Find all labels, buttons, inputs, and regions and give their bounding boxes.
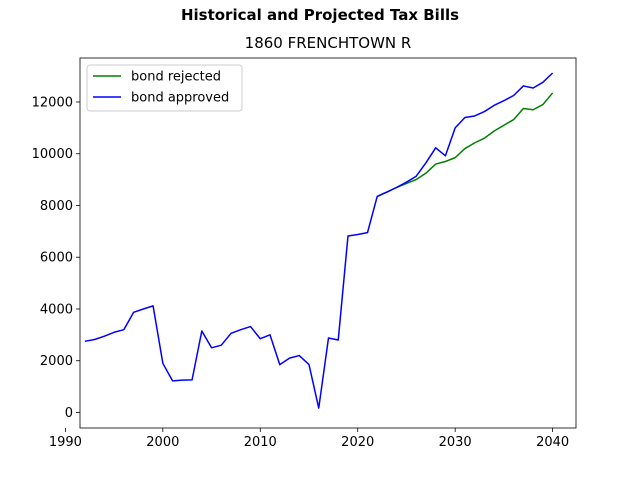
x-tick-label: 2040	[536, 435, 569, 450]
y-tick-label: 4000	[40, 302, 73, 317]
legend-box	[86, 64, 243, 112]
y-tick-label: 0	[65, 406, 73, 421]
x-axis: 1990 2000 2010 2020 2030 2040	[49, 428, 569, 450]
x-tick-label: 2030	[439, 435, 472, 450]
plot-frame	[79, 57, 577, 429]
chart-title: 1860 FRENCHTOWN R	[244, 34, 412, 52]
series-line-bond-approved	[84, 72, 554, 409]
y-tick-label: 12000	[32, 95, 73, 110]
x-tick-label: 2000	[146, 435, 179, 450]
x-tick-label: 2020	[341, 435, 374, 450]
x-tick-label: 1990	[49, 435, 82, 450]
legend-label: bond approved	[131, 91, 229, 106]
series-lines	[84, 72, 554, 409]
series-line-bond-rejected	[376, 92, 554, 198]
x-tick-label: 2010	[244, 435, 277, 450]
y-tick-label: 10000	[32, 147, 73, 162]
chart-suptitle: Historical and Projected Tax Bills	[180, 6, 460, 24]
legend-label: bond rejected	[131, 70, 221, 85]
y-tick-label: 2000	[40, 354, 73, 369]
y-axis: 0 2000 4000 6000 8000 10000 12000	[32, 95, 80, 421]
y-tick-label: 8000	[40, 199, 73, 214]
legend: bond rejected bond approved	[86, 64, 243, 112]
y-tick-label: 6000	[40, 251, 73, 266]
